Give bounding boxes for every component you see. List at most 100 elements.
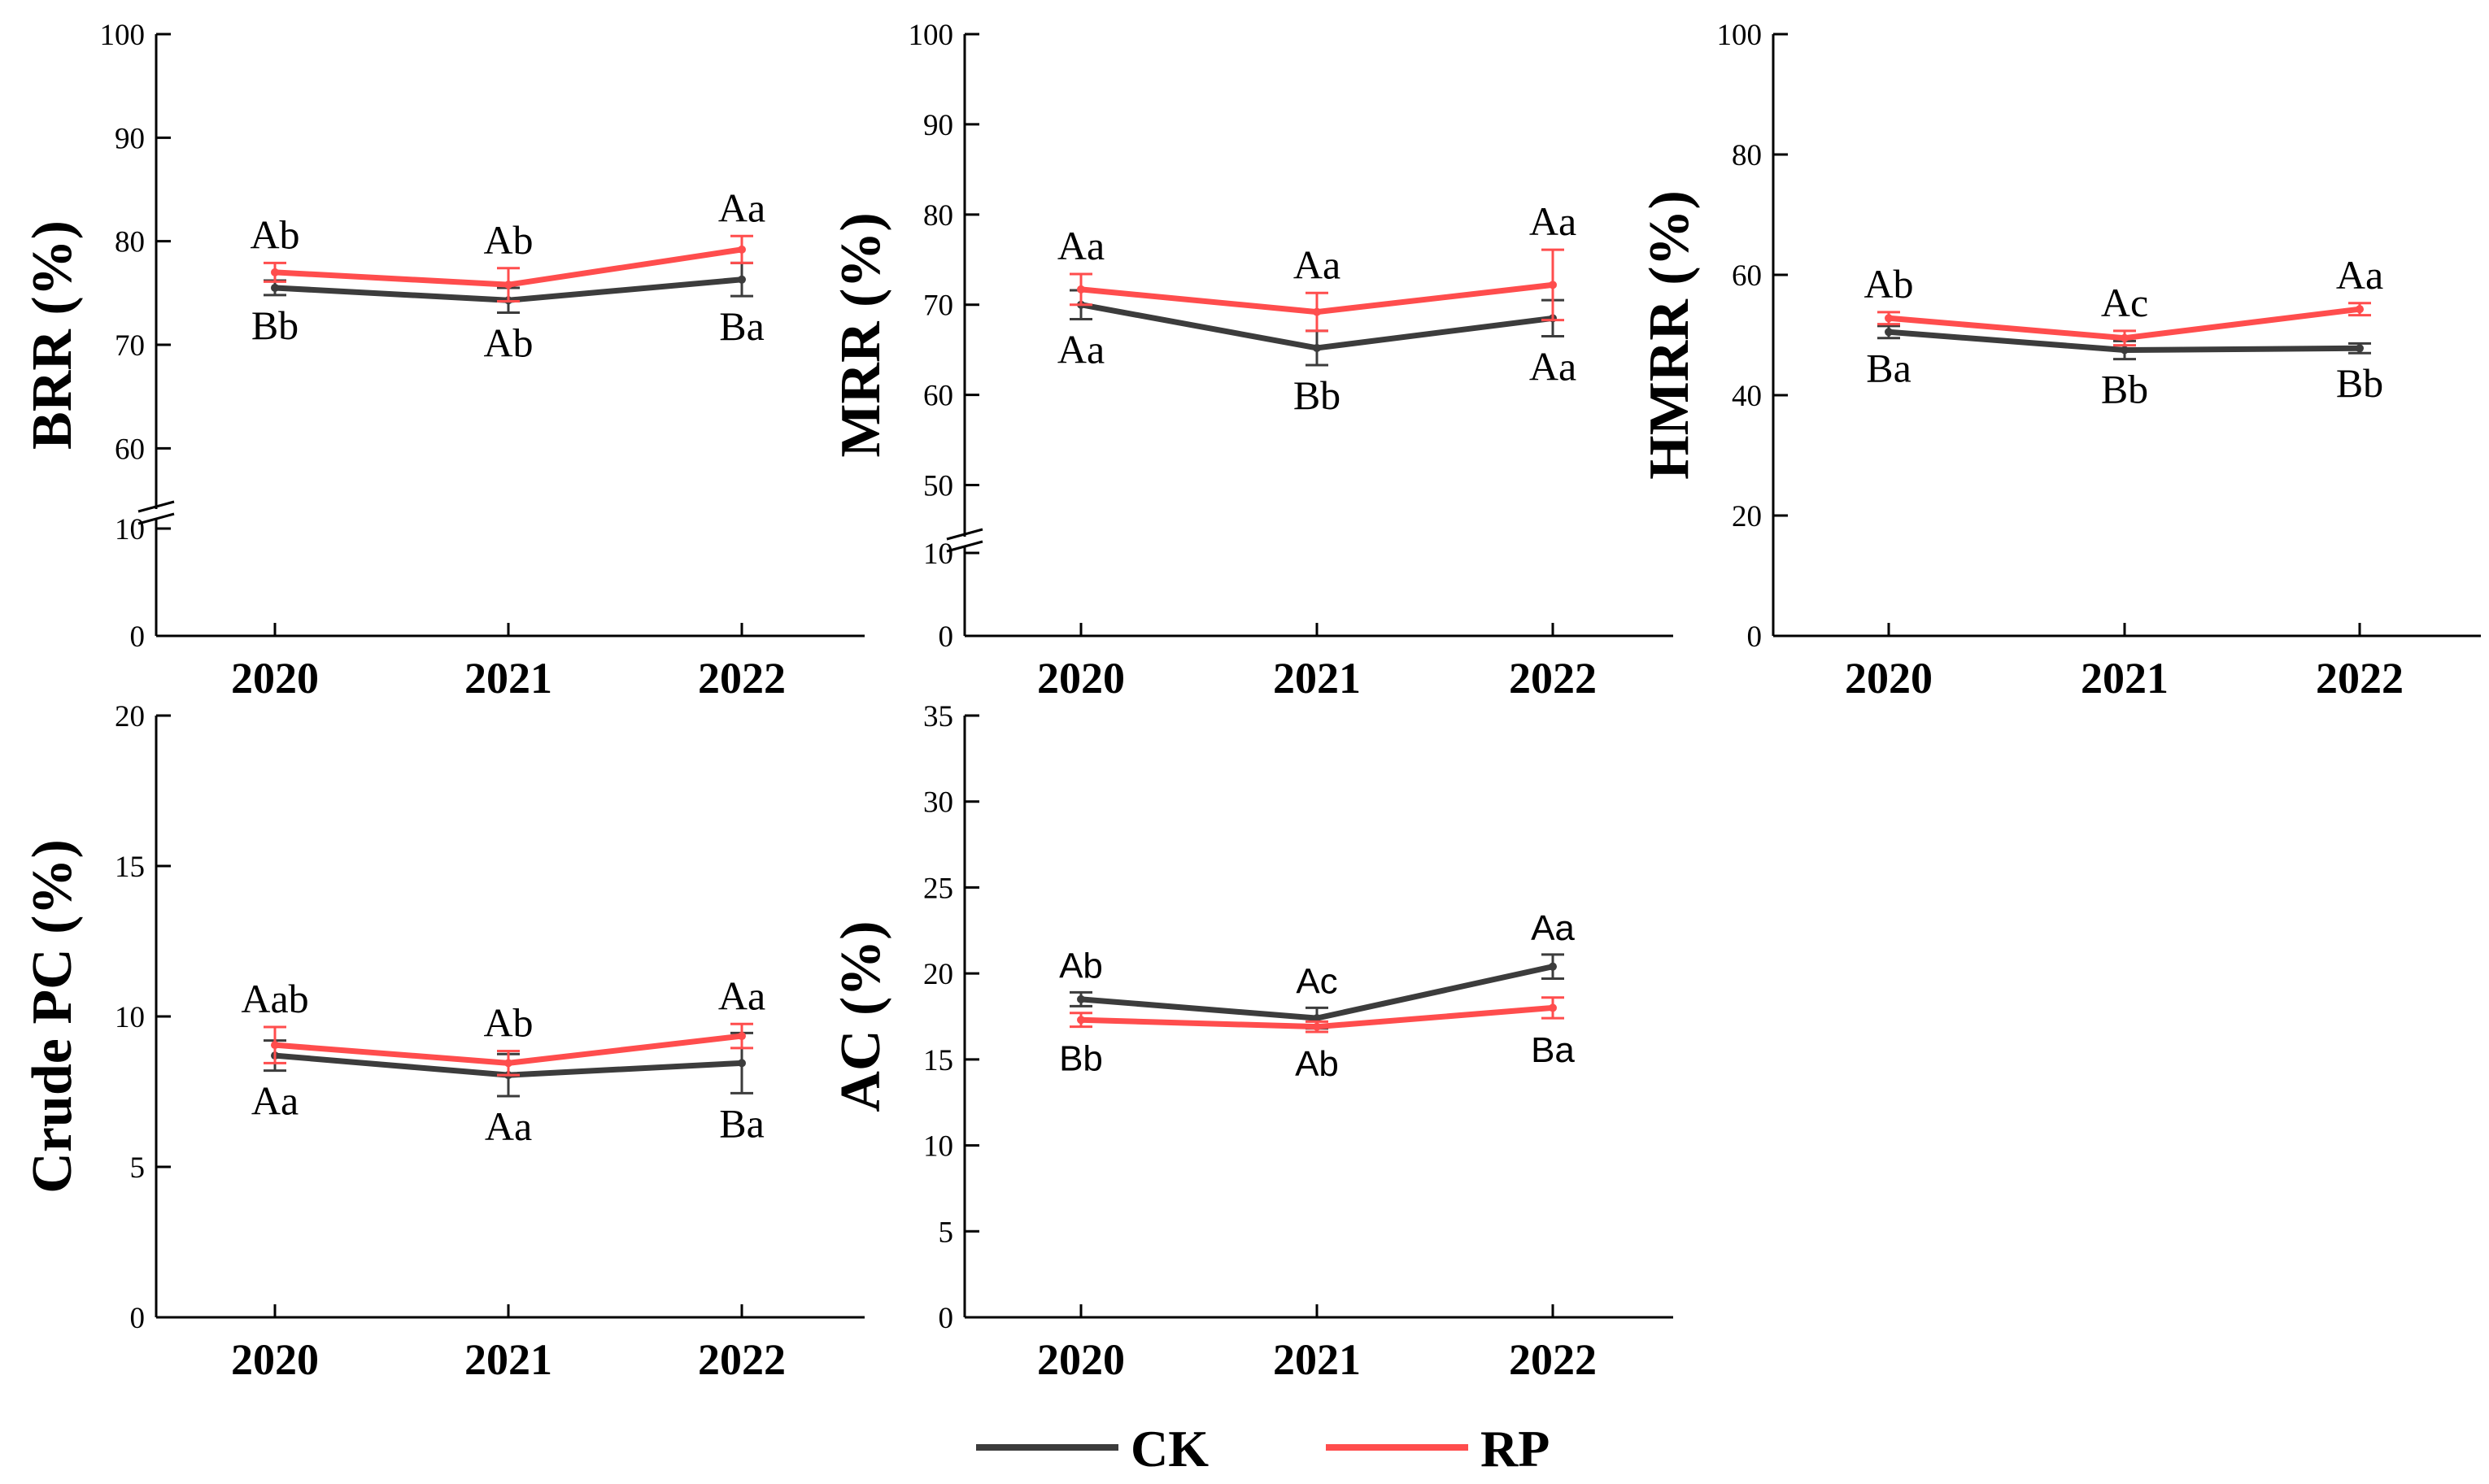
y-tick-label: 90 [115,122,145,155]
data-point [271,1041,279,1050]
data-point [504,1059,512,1068]
significance-label: Bb [251,302,299,348]
data-point [2356,344,2364,353]
axis-break-mark [946,528,983,541]
y-tick-label: 0 [939,1302,954,1335]
x-tick-label: 2022 [698,654,786,703]
y-tick-label: 0 [130,1302,146,1335]
legend-label-ck: CK [1131,1420,1209,1477]
y-axis-title: MRR (%) [830,212,892,457]
chart-panel: 0 10 50 60 70 80 90 100 MRR (%) 2020 2021 2022 Aa Aa A… [830,19,1673,703]
y-tick-label: 40 [1732,380,1762,413]
y-tick-label: 25 [923,872,953,905]
x-tick-label: 2022 [1509,654,1597,703]
y-tick-label: 20 [1732,500,1762,533]
y-tick-label: 70 [115,329,145,363]
significance-label: Aab [241,976,308,1021]
significance-label: Aa [2336,252,2383,298]
y-axis-title: BRR (%) [21,220,84,450]
significance-label: Bb [1293,372,1340,418]
significance-label: Ba [719,303,765,349]
y-tick-label: 0 [130,620,146,654]
y-tick-label: 20 [923,958,953,991]
significance-label: Bb [1059,1039,1103,1079]
x-tick-label: 2022 [1509,1335,1597,1384]
significance-label: Aa [485,1103,532,1149]
significance-label: Aa [1293,242,1340,287]
y-axis-title: AC (%) [830,920,892,1112]
y-axis-title: HMRR (%) [1638,190,1701,480]
significance-label: Ba [1531,1030,1575,1070]
y-tick-label: 90 [923,109,953,142]
x-tick-label: 2020 [1037,654,1125,703]
y-tick-label: 60 [115,433,145,466]
x-tick-label: 2020 [231,1335,319,1384]
axis-break-mark [137,500,175,513]
chart-panel: 0 5 10 15 20 Crude PC (%) 2020 2021 2022 Aab Aa Ab A… [21,700,865,1384]
y-tick-label: 10 [923,537,953,571]
significance-label: Ab [483,217,533,263]
y-tick-label: 0 [1747,620,1763,654]
x-tick-label: 2021 [464,1335,552,1384]
x-tick-label: 2020 [1845,654,1933,703]
y-tick-label: 15 [923,1044,953,1077]
data-point [1549,281,1557,289]
y-tick-label: 5 [939,1216,954,1249]
significance-label: Bb [2336,360,2383,406]
y-tick-label: 100 [100,19,146,52]
significance-label: Bb [2101,367,2148,412]
significance-label: Aa [1057,326,1105,372]
y-tick-label: 5 [130,1151,146,1185]
y-tick-label: 10 [115,513,145,546]
data-point [738,1032,746,1041]
y-tick-label: 0 [939,620,954,654]
significance-label: Ba [1866,346,1911,391]
data-point [1313,343,1321,352]
data-point [1313,307,1321,316]
y-tick-label: 80 [115,226,145,259]
legend: CK RP [976,1420,1550,1477]
significance-label: Aa [251,1078,299,1124]
data-point [1313,1014,1321,1023]
significance-label: Aa [718,973,765,1018]
y-tick-label: 15 [115,851,145,884]
y-tick-label: 60 [1732,259,1762,293]
x-tick-label: 2020 [1037,1335,1125,1384]
data-point [738,245,746,254]
data-point [1885,314,1893,323]
y-tick-label: 80 [923,199,953,233]
x-tick-label: 2021 [2081,654,2169,703]
x-tick-label: 2020 [231,654,319,703]
data-point [504,281,512,289]
y-tick-label: 10 [115,1001,145,1034]
data-point [271,283,279,292]
significance-label: Ab [483,320,533,366]
legend-label-rp: RP [1480,1420,1550,1477]
chart-panel: 0 5 10 15 20 25 30 35 AC (%) 2020 2021 2022 Ab Bb Ac Ab… [830,700,1673,1384]
chart-panel: 0 10 60 70 80 90 100 BRR (%) 2020 2021 2022 Ab Bb Ab A… [21,19,865,703]
significance-label: Ab [1863,261,1913,307]
x-tick-label: 2021 [464,654,552,703]
significance-label: Ac [1296,961,1337,1001]
data-point [2356,305,2364,314]
data-point [738,275,746,284]
y-tick-label: 10 [923,1130,953,1164]
y-tick-label: 35 [923,700,953,733]
data-point [1077,285,1085,294]
significance-label: Ab [250,211,299,257]
data-point [1885,328,1893,337]
data-point [738,1059,746,1068]
y-tick-label: 30 [923,786,953,820]
data-point [2121,333,2129,342]
data-point [1077,994,1085,1003]
data-point [1549,962,1557,971]
x-tick-label: 2021 [1273,1335,1361,1384]
data-point [2121,346,2129,355]
significance-label: Ab [1059,946,1103,986]
axis-break-mark [137,512,175,525]
data-point [1549,1003,1557,1012]
significance-label: Aa [718,185,765,230]
significance-label: Aa [1531,908,1575,948]
significance-label: Ab [483,1000,533,1046]
